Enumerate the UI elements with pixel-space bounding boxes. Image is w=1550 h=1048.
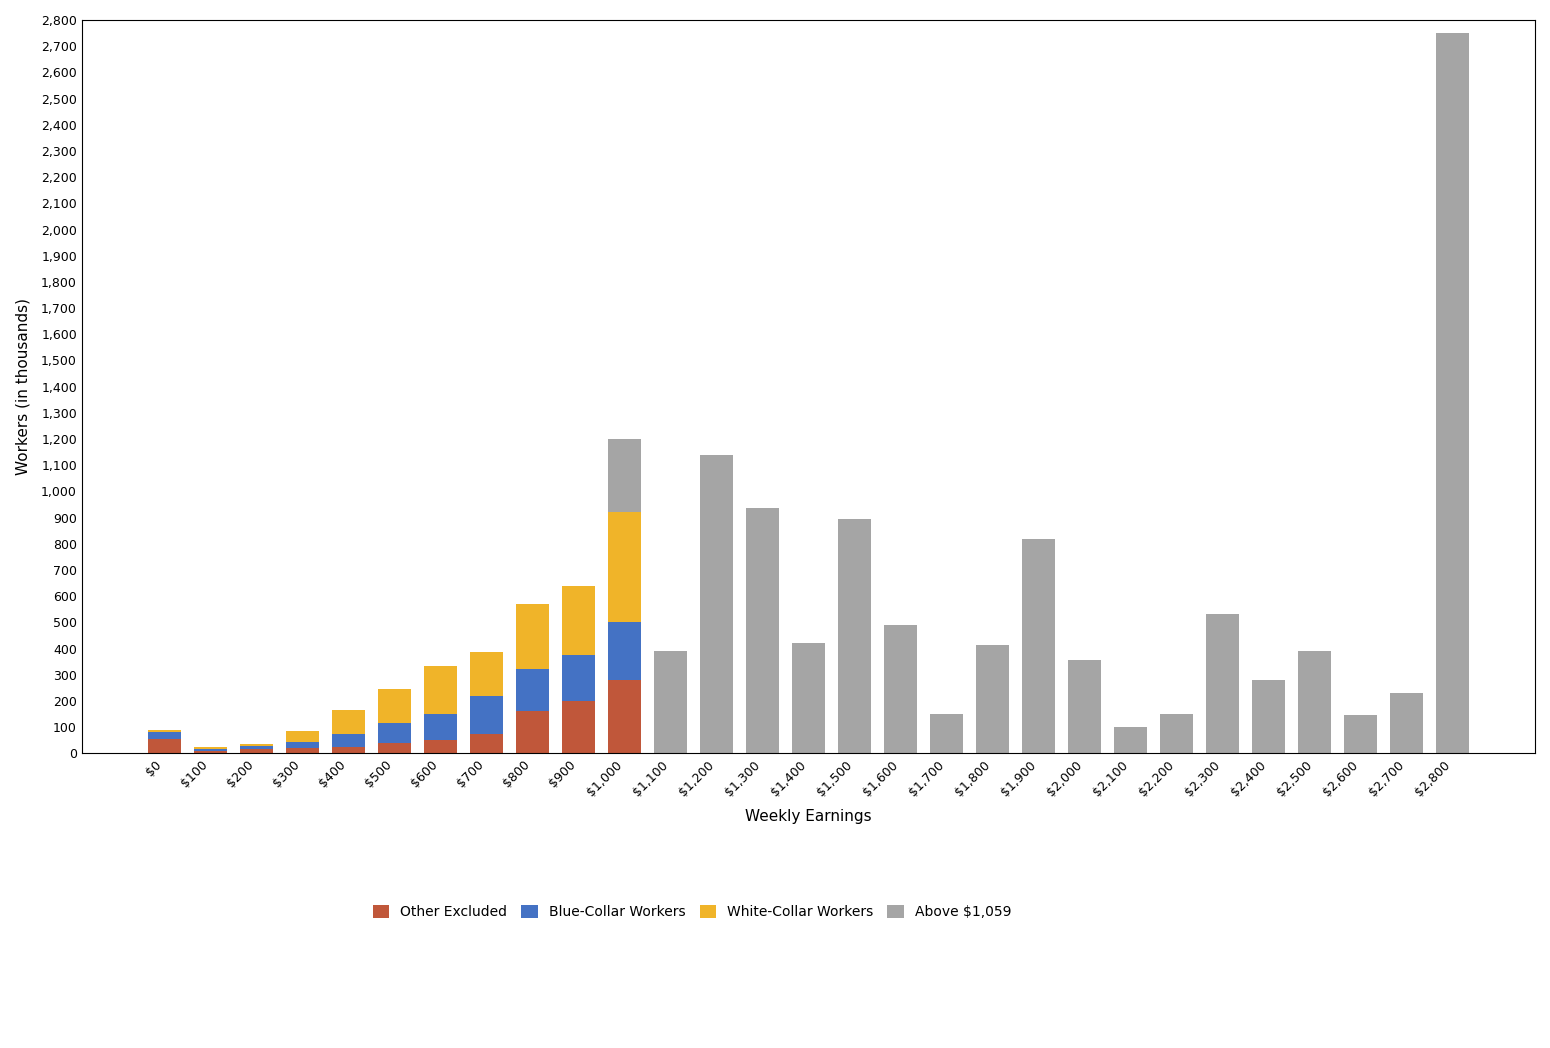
Bar bbox=[563, 701, 595, 754]
Bar bbox=[378, 743, 411, 754]
Bar bbox=[285, 732, 319, 742]
Bar bbox=[378, 723, 411, 743]
Bar bbox=[332, 747, 364, 754]
Bar bbox=[285, 742, 319, 748]
Bar bbox=[1068, 660, 1100, 754]
Bar bbox=[792, 643, 825, 754]
Legend: Other Excluded, Blue-Collar Workers, White-Collar Workers, Above $1,059: Other Excluded, Blue-Collar Workers, Whi… bbox=[367, 899, 1017, 924]
Bar bbox=[608, 623, 642, 680]
Bar bbox=[470, 734, 504, 754]
Bar bbox=[1206, 614, 1238, 754]
Bar bbox=[240, 744, 273, 746]
Bar bbox=[240, 746, 273, 749]
Bar bbox=[516, 712, 549, 754]
Bar bbox=[883, 625, 918, 754]
Bar bbox=[608, 512, 642, 623]
Bar bbox=[654, 651, 687, 754]
Bar bbox=[147, 739, 181, 754]
Bar bbox=[608, 680, 642, 754]
Bar bbox=[423, 665, 457, 714]
Bar bbox=[332, 711, 364, 734]
Bar bbox=[608, 439, 642, 512]
Bar bbox=[976, 645, 1009, 754]
Bar bbox=[470, 653, 504, 696]
Bar bbox=[701, 455, 733, 754]
Bar bbox=[1344, 716, 1376, 754]
Bar bbox=[1159, 714, 1194, 754]
Bar bbox=[930, 714, 963, 754]
Bar bbox=[563, 586, 595, 655]
Bar bbox=[563, 655, 595, 701]
Bar bbox=[516, 670, 549, 712]
Bar bbox=[147, 733, 181, 739]
Bar bbox=[194, 748, 226, 750]
Bar bbox=[423, 714, 457, 740]
Bar bbox=[1435, 34, 1469, 754]
Bar bbox=[1114, 727, 1147, 754]
X-axis label: Weekly Earnings: Weekly Earnings bbox=[746, 809, 871, 825]
Bar bbox=[1297, 651, 1331, 754]
Bar bbox=[423, 740, 457, 754]
Bar bbox=[194, 747, 226, 748]
Bar bbox=[194, 750, 226, 754]
Bar bbox=[839, 519, 871, 754]
Bar bbox=[1252, 680, 1285, 754]
Bar bbox=[1021, 539, 1056, 754]
Bar bbox=[746, 508, 780, 754]
Bar bbox=[1390, 693, 1423, 754]
Bar bbox=[240, 749, 273, 754]
Bar bbox=[147, 729, 181, 733]
Bar bbox=[516, 604, 549, 670]
Bar bbox=[332, 734, 364, 747]
Bar bbox=[470, 696, 504, 734]
Bar bbox=[378, 690, 411, 723]
Y-axis label: Workers (in thousands): Workers (in thousands) bbox=[16, 298, 29, 475]
Bar bbox=[285, 748, 319, 754]
